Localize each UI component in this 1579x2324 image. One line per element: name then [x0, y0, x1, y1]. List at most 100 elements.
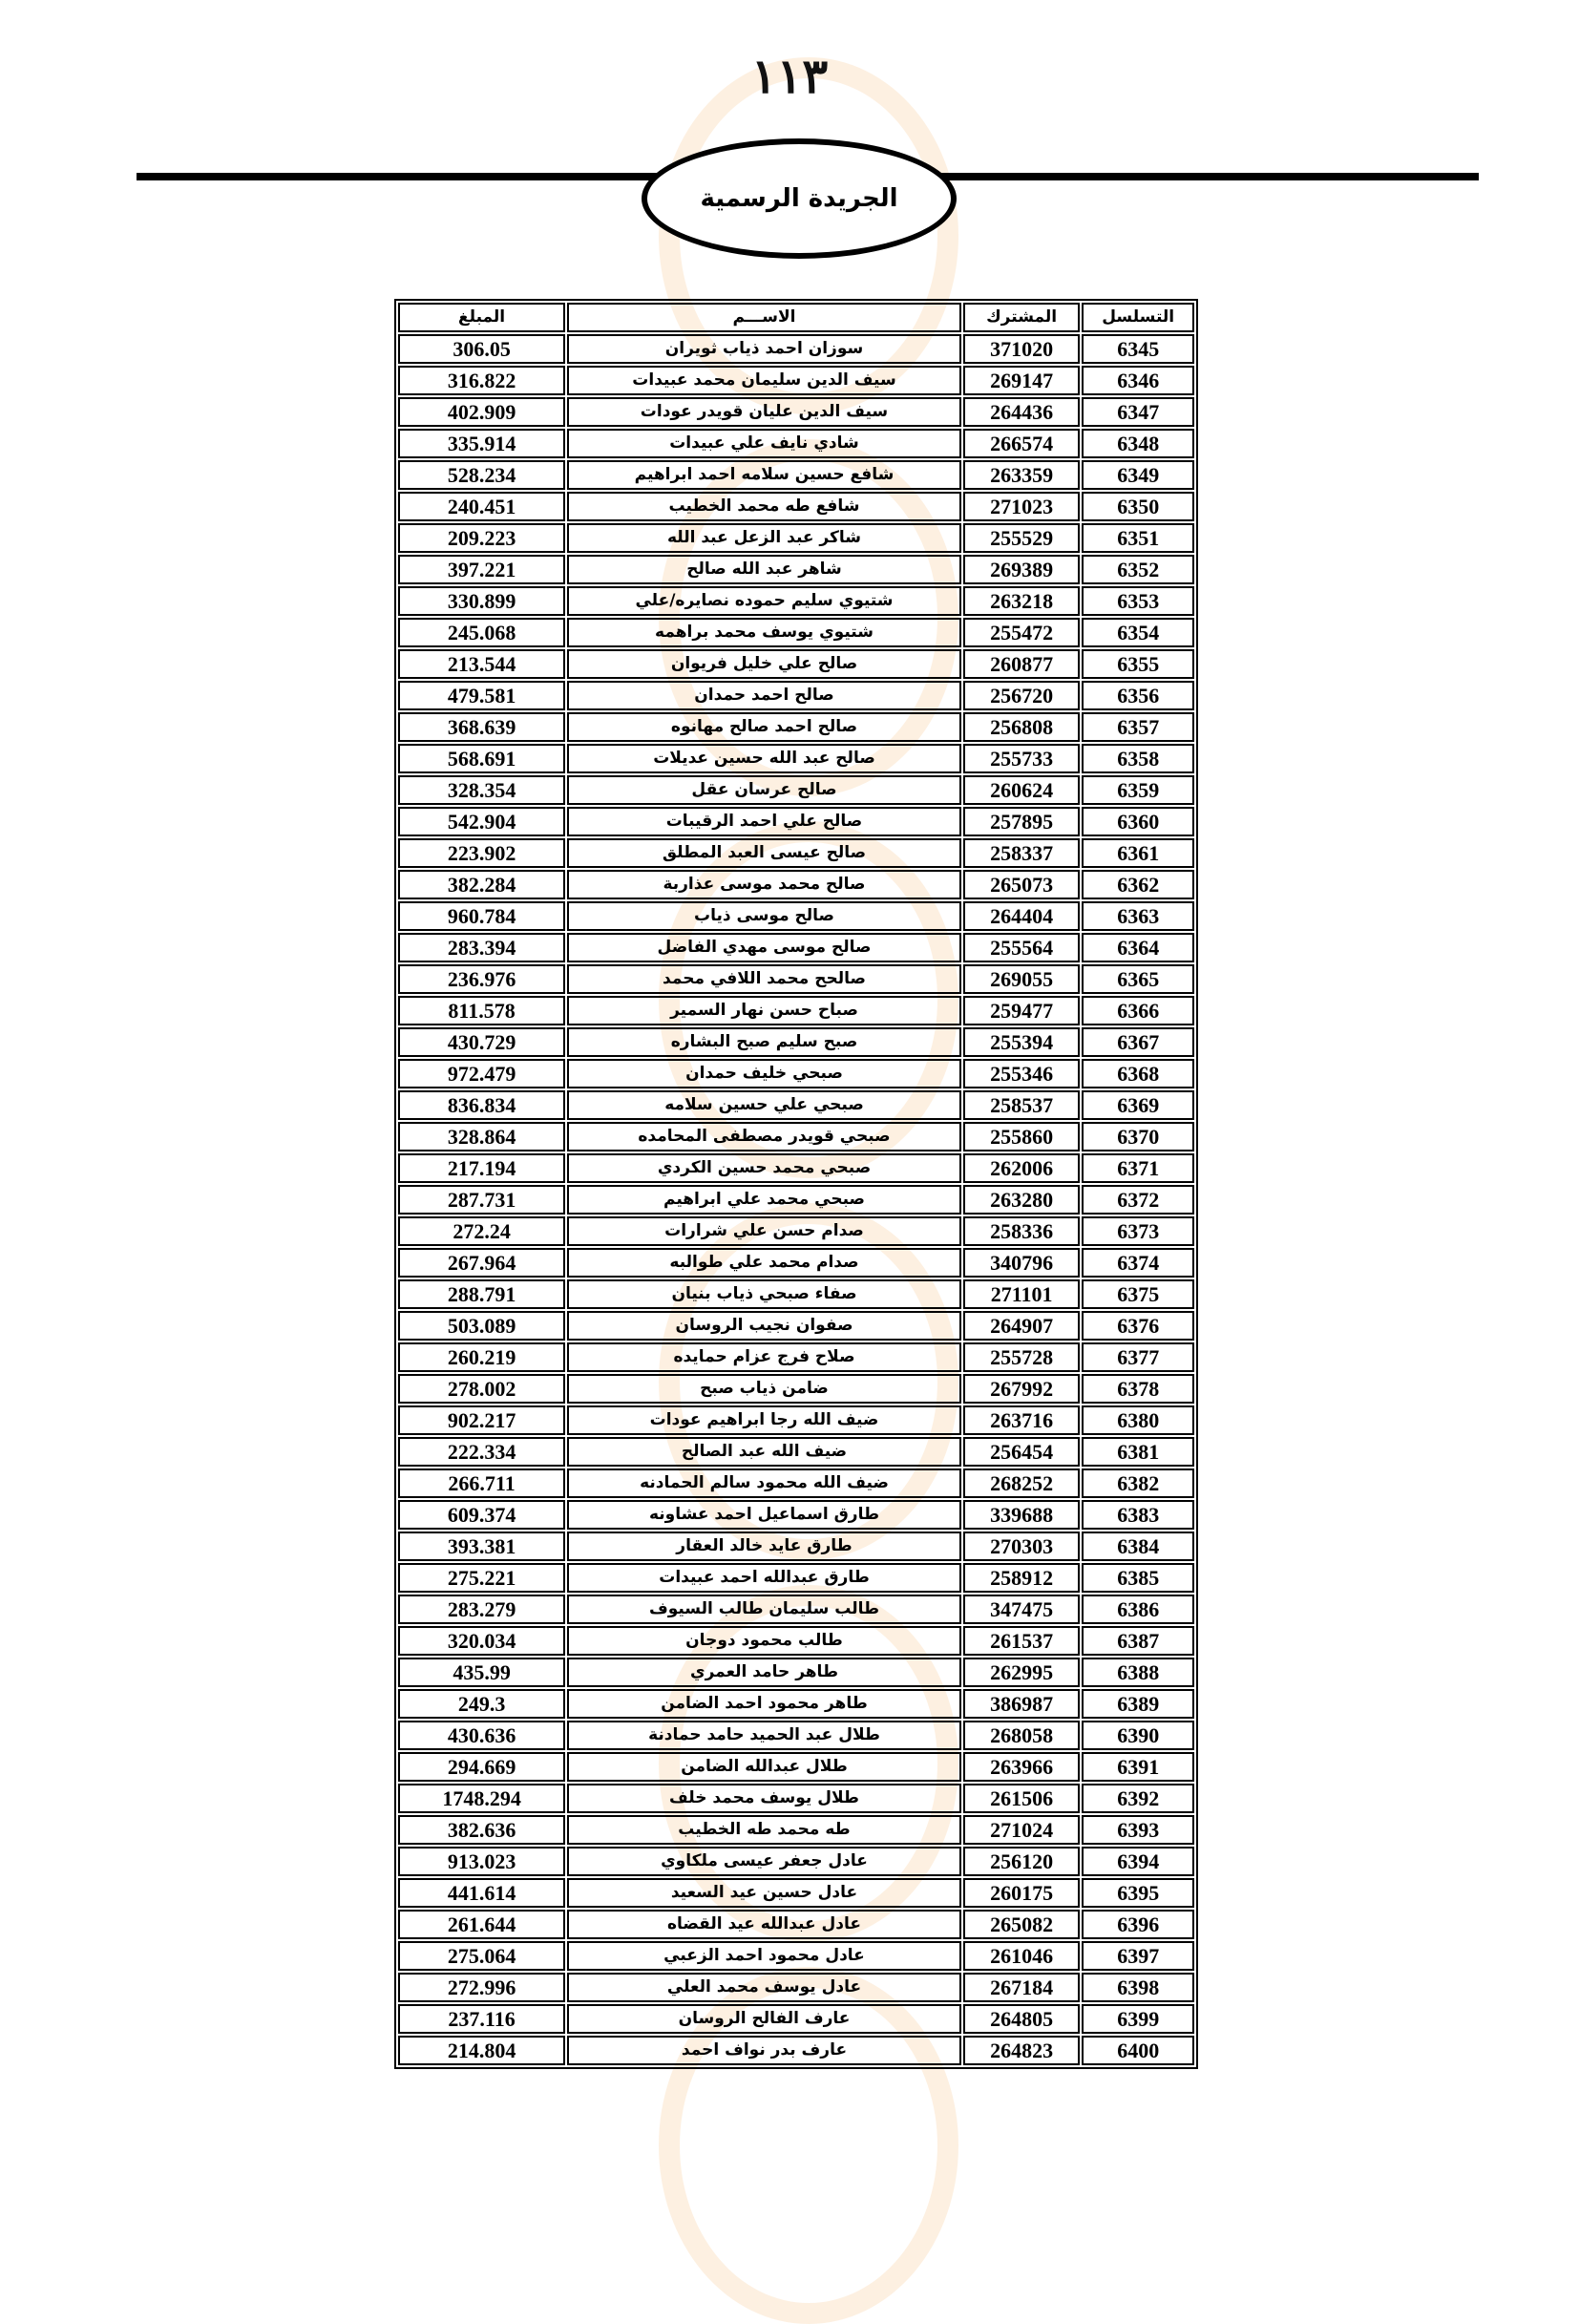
cell-name: ضيف الله عبد الصالح — [567, 1437, 961, 1467]
cell-serial: 6361 — [1082, 838, 1194, 868]
table-row: 6396265082عادل عبدالله عيد القضاه261.644 — [398, 1910, 1194, 1939]
cell-amount: 435.99 — [398, 1658, 565, 1687]
table-row: 6385258912طارق عبدالله احمد عبيدات275.22… — [398, 1563, 1194, 1593]
cell-amount: 430.729 — [398, 1027, 565, 1057]
cell-name: صفوان نجيب الروسان — [567, 1311, 961, 1341]
cell-name: ضيف الله محمود سالم الحمادنه — [567, 1468, 961, 1498]
table-row: 6400264823عارف بدر نواف احمد214.804 — [398, 2036, 1194, 2065]
cell-serial: 6357 — [1082, 712, 1194, 742]
cell-serial: 6362 — [1082, 870, 1194, 899]
cell-subscriber: 255564 — [963, 933, 1081, 962]
cell-subscriber: 260175 — [963, 1878, 1081, 1908]
cell-amount: 836.834 — [398, 1090, 565, 1120]
cell-serial: 6397 — [1082, 1941, 1194, 1971]
cell-subscriber: 261537 — [963, 1626, 1081, 1656]
cell-serial: 6380 — [1082, 1405, 1194, 1435]
cell-name: صدام محمد علي طوالبه — [567, 1248, 961, 1278]
cell-name: صالح موسى ذياب — [567, 901, 961, 931]
cell-amount: 236.976 — [398, 964, 565, 994]
cell-amount: 913.023 — [398, 1847, 565, 1876]
table-row: 6365269055صالحح محمد اللافي محمد236.976 — [398, 964, 1194, 994]
table-row: 6364255564صالح موسى مهدي الفاضل283.394 — [398, 933, 1194, 962]
cell-amount: 214.804 — [398, 2036, 565, 2065]
table-row: 6388262995طاهر حامد العمري435.99 — [398, 1658, 1194, 1687]
table-row: 6381256454ضيف الله عبد الصالح222.334 — [398, 1437, 1194, 1467]
cell-amount: 382.636 — [398, 1815, 565, 1845]
cell-serial: 6394 — [1082, 1847, 1194, 1876]
cell-name: صبحي علي حسين سلامه — [567, 1090, 961, 1120]
cell-serial: 6349 — [1082, 460, 1194, 490]
cell-amount: 222.334 — [398, 1437, 565, 1467]
cell-name: طاهر محمود احمد الضامن — [567, 1689, 961, 1719]
cell-amount: 972.479 — [398, 1059, 565, 1088]
cell-name: شادي نايف علي عبيدات — [567, 429, 961, 458]
cell-subscriber: 256120 — [963, 1847, 1081, 1876]
table-row: 6398267184عادل يوسف محمد العلي272.996 — [398, 1973, 1194, 2002]
table-row: 6387261537طالب محمود دوجان320.034 — [398, 1626, 1194, 1656]
cell-name: صالح محمد موسى عذاربة — [567, 870, 961, 899]
cell-name: طارق عبدالله احمد عبيدات — [567, 1563, 961, 1593]
cell-serial: 6377 — [1082, 1342, 1194, 1372]
cell-subscriber: 255472 — [963, 618, 1081, 647]
cell-subscriber: 263218 — [963, 586, 1081, 616]
cell-amount: 811.578 — [398, 996, 565, 1025]
cell-serial: 6363 — [1082, 901, 1194, 931]
cell-amount: 430.636 — [398, 1721, 565, 1750]
cell-name: سيف الدين سليمان محمد عبيدات — [567, 366, 961, 395]
cell-name: سوزان احمد ذياب ثويران — [567, 334, 961, 364]
cell-name: شافع حسين سلامه احمد ابراهيم — [567, 460, 961, 490]
cell-subscriber: 270303 — [963, 1532, 1081, 1561]
cell-serial: 6369 — [1082, 1090, 1194, 1120]
cell-subscriber: 255860 — [963, 1122, 1081, 1151]
cell-subscriber: 255529 — [963, 523, 1081, 553]
table-row: 6373258336صدام حسن علي شرارات272.24 — [398, 1216, 1194, 1246]
cell-subscriber: 340796 — [963, 1248, 1081, 1278]
cell-serial: 6351 — [1082, 523, 1194, 553]
cell-name: سيف الدين عليان قويدر عودات — [567, 397, 961, 427]
cell-amount: 275.221 — [398, 1563, 565, 1593]
cell-name: عادل عبدالله عيد القضاه — [567, 1910, 961, 1939]
cell-subscriber: 264907 — [963, 1311, 1081, 1341]
cell-subscriber: 255728 — [963, 1342, 1081, 1372]
cell-subscriber: 258537 — [963, 1090, 1081, 1120]
cell-serial: 6375 — [1082, 1279, 1194, 1309]
cell-amount: 266.711 — [398, 1468, 565, 1498]
cell-name: صالح علي خليل فريوان — [567, 649, 961, 679]
cell-serial: 6356 — [1082, 681, 1194, 710]
cell-amount: 213.544 — [398, 649, 565, 679]
cell-name: طارق اسماعيل احمد عشاونه — [567, 1500, 961, 1530]
cell-serial: 6392 — [1082, 1784, 1194, 1813]
table-row: 6353263218شتيوي سليم حموده نصايره/علي330… — [398, 586, 1194, 616]
table-row: 6397261046عادل محمود احمد الزعبي275.064 — [398, 1941, 1194, 1971]
cell-amount: 237.116 — [398, 2004, 565, 2034]
cell-subscriber: 256720 — [963, 681, 1081, 710]
cell-name: صبحي قويدر مصطفى المحامده — [567, 1122, 961, 1151]
cell-amount: 209.223 — [398, 523, 565, 553]
table-row: 6394256120عادل جعفر عيسى ملكاوي913.023 — [398, 1847, 1194, 1876]
cell-name: صدام حسن علي شرارات — [567, 1216, 961, 1246]
cell-subscriber: 255394 — [963, 1027, 1081, 1057]
cell-name: صالح احمد حمدان — [567, 681, 961, 710]
cell-serial: 6374 — [1082, 1248, 1194, 1278]
cell-serial: 6399 — [1082, 2004, 1194, 2034]
cell-name: طلال عبدالله الضامن — [567, 1752, 961, 1782]
cell-serial: 6376 — [1082, 1311, 1194, 1341]
cell-name: شاكر عبد الزعل عبد الله — [567, 523, 961, 553]
table-row: 6362265073صالح محمد موسى عذاربة382.284 — [398, 870, 1194, 899]
table-row: 6360257895صالح علي احمد الرقيبات542.904 — [398, 807, 1194, 836]
cell-amount: 397.221 — [398, 555, 565, 584]
cell-serial: 6368 — [1082, 1059, 1194, 1088]
cell-amount: 287.731 — [398, 1185, 565, 1215]
table-row: 6384270303طارق عايد خالد العقار393.381 — [398, 1532, 1194, 1561]
cell-amount: 278.002 — [398, 1374, 565, 1404]
cell-amount: 217.194 — [398, 1153, 565, 1183]
payments-table: التسلسل المشترك الاســـم المبلغ 63453710… — [394, 299, 1198, 2069]
cell-subscriber: 257895 — [963, 807, 1081, 836]
cell-amount: 249.3 — [398, 1689, 565, 1719]
header-subscriber: المشترك — [963, 303, 1081, 332]
table-row: 6366259477صباح حسن نهار السمير811.578 — [398, 996, 1194, 1025]
cell-amount: 245.068 — [398, 618, 565, 647]
cell-amount: 542.904 — [398, 807, 565, 836]
header-serial: التسلسل — [1082, 303, 1194, 332]
cell-name: صلاح فرج عزام حمايده — [567, 1342, 961, 1372]
